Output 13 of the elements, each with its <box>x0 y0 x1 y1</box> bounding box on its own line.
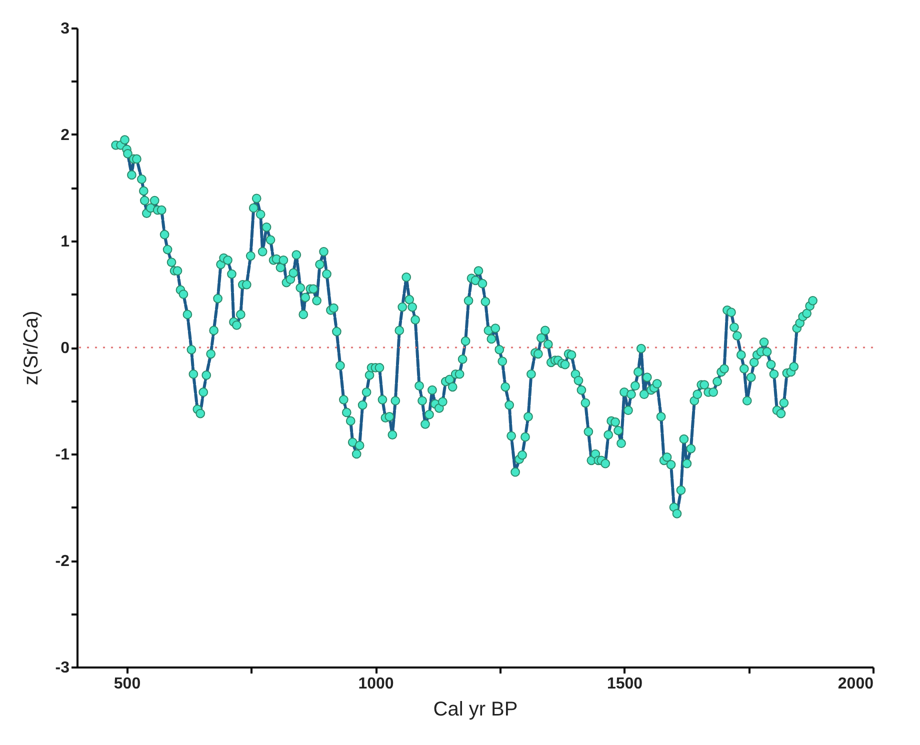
x-tick-label: 500 <box>114 676 141 692</box>
x-axis-title: Cal yr BP <box>433 698 518 720</box>
y-tick-label: 2 <box>60 127 70 144</box>
x-tick-label: 1500 <box>606 676 643 692</box>
y-axis-title: z(Sr/Ca) <box>20 310 42 386</box>
y-tick-label: -3 <box>55 660 70 676</box>
y-tick-label: 3 <box>60 20 70 38</box>
y-tick-label: 1 <box>60 234 70 250</box>
x-tick-label: 2000 <box>838 676 874 692</box>
x-tick-label: 1000 <box>358 676 394 692</box>
y-tick-label: -2 <box>55 553 70 570</box>
y-tick-label: 0 <box>60 340 70 357</box>
y-tick-label: -1 <box>55 446 70 464</box>
